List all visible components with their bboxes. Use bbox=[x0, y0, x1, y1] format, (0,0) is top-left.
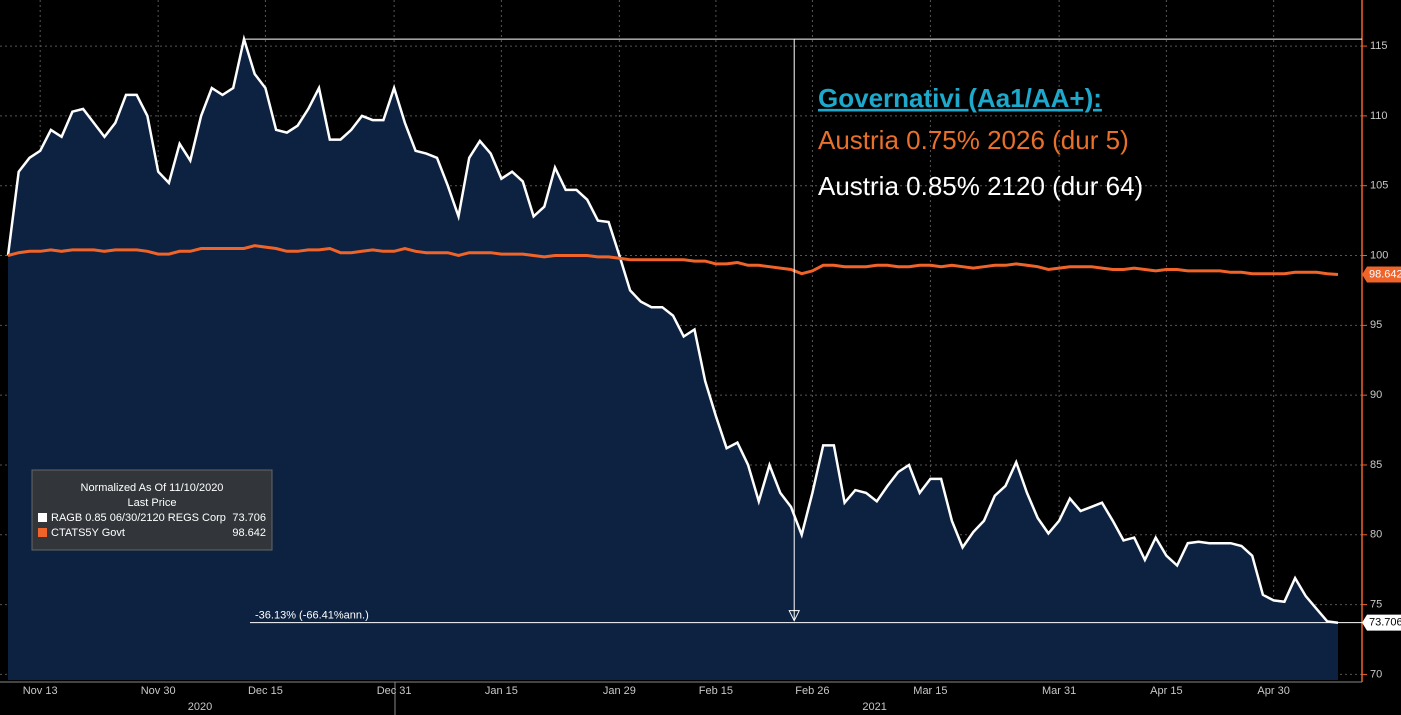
y-tick-label: 100 bbox=[1370, 249, 1388, 261]
last-value-tag bbox=[1362, 614, 1401, 631]
legend-label: RAGB 0.85 06/30/2120 REGS Corp bbox=[51, 512, 226, 524]
x-group-label: 2020 bbox=[188, 701, 212, 713]
legend-subtitle: Last Price bbox=[128, 497, 177, 509]
legend-value: 98.642 bbox=[232, 527, 266, 539]
y-tick-label: 115 bbox=[1370, 40, 1388, 52]
x-tick-label: Jan 29 bbox=[603, 685, 636, 697]
y-tick-label: 75 bbox=[1370, 599, 1382, 611]
last-value-label: 98.642 bbox=[1369, 268, 1401, 280]
x-group-label: 2021 bbox=[862, 701, 886, 713]
annotation-white: Austria 0.85% 2120 (dur 64) bbox=[818, 171, 1143, 201]
x-tick-label: Apr 30 bbox=[1257, 685, 1289, 697]
y-tick-label: 80 bbox=[1370, 529, 1382, 541]
x-tick-label: Apr 15 bbox=[1150, 685, 1182, 697]
last-value-label: 73.706 bbox=[1369, 617, 1401, 629]
x-tick-label: Dec 15 bbox=[248, 685, 283, 697]
y-tick-label: 95 bbox=[1370, 319, 1382, 331]
legend-swatch bbox=[38, 513, 47, 522]
legend-box bbox=[31, 469, 273, 551]
x-tick-label: Nov 13 bbox=[23, 685, 58, 697]
annotation-heading: Governativi (Aa1/AA+): bbox=[818, 83, 1102, 113]
y-tick-label: 90 bbox=[1370, 389, 1382, 401]
x-tick-label: Nov 30 bbox=[141, 685, 176, 697]
x-tick-label: Jan 15 bbox=[485, 685, 518, 697]
line bbox=[7, 244, 1339, 276]
x-tick-label: Mar 15 bbox=[913, 685, 947, 697]
legend-title: Normalized As Of 11/10/2020 bbox=[81, 482, 224, 494]
last-value-tag bbox=[1362, 266, 1401, 283]
y-tick-label: 110 bbox=[1370, 110, 1388, 122]
legend-swatch bbox=[38, 528, 47, 537]
legend-value: 73.706 bbox=[232, 512, 266, 524]
x-tick-label: Dec 31 bbox=[377, 685, 412, 697]
legend: Normalized As Of 11/10/2020 Last Price R… bbox=[31, 469, 273, 551]
area bbox=[8, 39, 1338, 681]
line bbox=[6, 34, 1339, 624]
y-tick-label: 85 bbox=[1370, 459, 1382, 471]
arrow-head bbox=[788, 610, 801, 622]
plot bbox=[6, 34, 1339, 681]
y-tick-label: 70 bbox=[1370, 668, 1382, 680]
measure-label: -36.13% (-66.41%ann.) bbox=[255, 610, 369, 622]
y-tick-label: 105 bbox=[1370, 180, 1388, 192]
x-tick-label: Mar 31 bbox=[1042, 685, 1076, 697]
x-tick-label: Feb 15 bbox=[699, 685, 733, 697]
x-tick-label: Feb 26 bbox=[795, 685, 829, 697]
legend-label: CTATS5Y Govt bbox=[51, 527, 125, 539]
annotation-orange: Austria 0.75% 2026 (dur 5) bbox=[818, 125, 1129, 155]
